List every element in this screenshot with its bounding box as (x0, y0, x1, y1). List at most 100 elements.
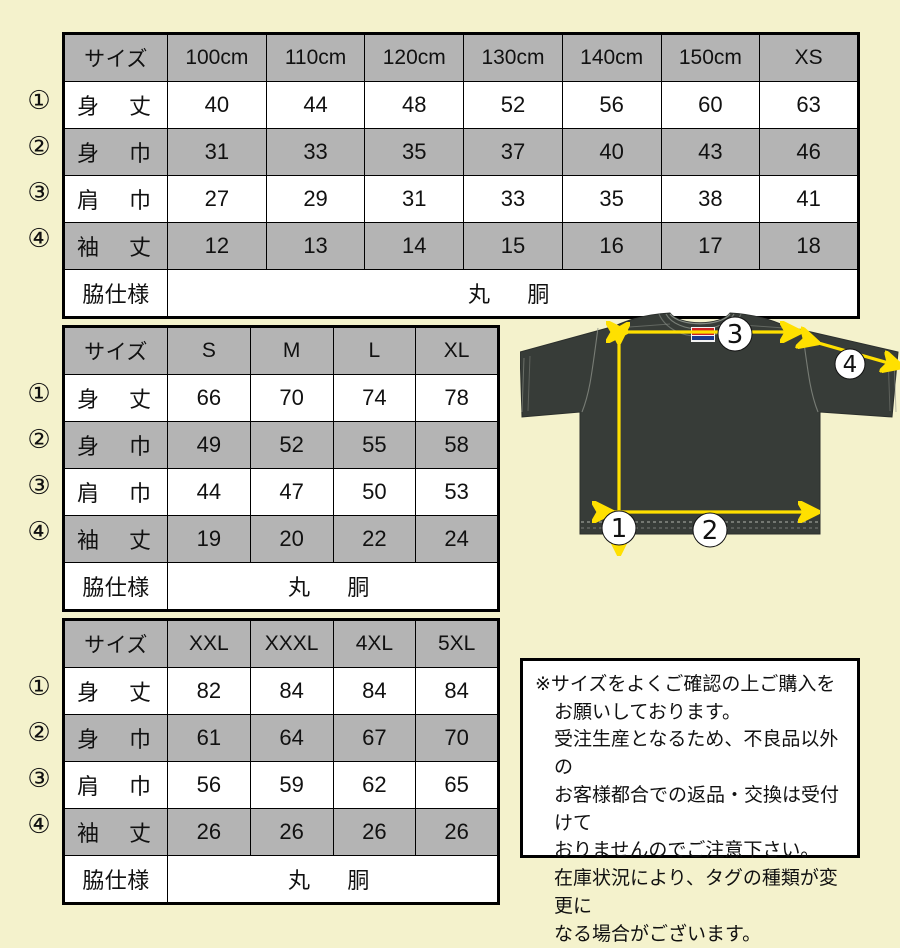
header-size: サイズ (63, 326, 168, 375)
cell-body-length-1: 70 (249, 374, 334, 422)
callout-3: 3 (717, 316, 753, 352)
cell-sleeve-length-2: 14 (364, 222, 465, 270)
table-row-body-width: 身 巾 31 33 35 37 40 43 46 (63, 128, 859, 176)
row-label-sleeve-length: 袖 丈 (63, 222, 168, 270)
legend-number-1: ① (27, 672, 51, 702)
cell-shoulder-width-0: 56 (167, 761, 251, 809)
brand-label-icon (691, 327, 715, 342)
legend-number-3: ③ (27, 178, 51, 208)
cell-shoulder-width-6: 41 (759, 175, 859, 223)
header-col-2: 120cm (364, 33, 465, 82)
cell-shoulder-width-1: 47 (249, 468, 334, 516)
table-row-body-length: 身 丈 82 84 84 84 (63, 667, 499, 715)
table-row-body-width: 身 巾 61 64 67 70 (63, 714, 499, 762)
cell-sleeve-length-6: 18 (759, 222, 859, 270)
svg-text:2: 2 (702, 516, 719, 546)
table-row-header: サイズ 100cm 110cm 120cm 130cm 140cm 150cm … (63, 33, 859, 82)
table-row-body-length: 身 丈 66 70 74 78 (63, 374, 499, 422)
cell-shoulder-width-2: 50 (332, 468, 417, 516)
callout-4: 4 (834, 348, 866, 380)
header-size: サイズ (63, 619, 168, 668)
table-row-sleeve-length: 袖 丈 19 20 22 24 (63, 515, 499, 563)
row-label-shoulder-width: 肩 巾 (63, 468, 168, 516)
cell-shoulder-width-2: 62 (332, 761, 417, 809)
row-label-sleeve-length: 袖 丈 (63, 808, 168, 856)
cell-sleeve-length-5: 17 (660, 222, 761, 270)
notice-line-3: お客様都合での返品・交換は受付けて (554, 784, 840, 834)
cell-body-length-6: 63 (759, 81, 859, 129)
cell-body-length-3: 84 (415, 667, 499, 715)
table-row-shoulder-width: 肩 巾 27 29 31 33 35 38 41 (63, 175, 859, 223)
cell-body-length-1: 84 (249, 667, 334, 715)
cell-body-width-3: 70 (415, 714, 499, 762)
table-row-shoulder-width: 肩 巾 56 59 62 65 (63, 761, 499, 809)
cell-body-width-0: 49 (167, 421, 251, 469)
notice-line-0: ※サイズをよくご確認の上ご購入を (535, 674, 836, 695)
cell-shoulder-width-4: 35 (561, 175, 662, 223)
notice-line-2: 受注生産となるため、不良品以外の (554, 729, 839, 779)
row-label-body-length: 身 丈 (63, 667, 168, 715)
cell-shoulder-width-3: 33 (463, 175, 563, 223)
cell-body-width-1: 33 (265, 128, 366, 176)
cell-body-width-1: 52 (249, 421, 334, 469)
cell-body-length-5: 60 (660, 81, 761, 129)
table-row-body-length: 身 丈 40 44 48 52 56 60 63 (63, 81, 859, 129)
header-col-0: 100cm (167, 33, 267, 82)
cell-body-width-0: 31 (167, 128, 267, 176)
cell-body-width-5: 43 (660, 128, 761, 176)
cell-body-length-2: 84 (332, 667, 417, 715)
cell-sleeve-length-1: 26 (249, 808, 334, 856)
legend-number-1: ① (27, 379, 51, 409)
header-col-3: XL (415, 326, 499, 375)
legend-number-3: ③ (27, 764, 51, 794)
row-label-shoulder-width: 肩 巾 (63, 761, 168, 809)
cell-shoulder-width-3: 65 (415, 761, 499, 809)
header-col-3: 5XL (415, 619, 499, 668)
table-row-body-width: 身 巾 49 52 55 58 (63, 421, 499, 469)
table-row-side-spec: 脇仕様 丸 胴 (63, 269, 859, 318)
cell-sleeve-length-0: 26 (167, 808, 251, 856)
row-label-side-spec: 脇仕様 (63, 269, 168, 318)
svg-text:1: 1 (611, 514, 628, 544)
legend-number-2: ② (27, 425, 51, 455)
cell-body-width-3: 58 (415, 421, 499, 469)
cell-body-length-4: 56 (561, 81, 662, 129)
cell-body-width-1: 64 (249, 714, 334, 762)
legend-numbers-table-kids: ① ② ③ ④ (16, 78, 62, 262)
cell-sleeve-length-2: 22 (332, 515, 417, 563)
row-label-sleeve-length: 袖 丈 (63, 515, 168, 563)
cell-body-length-0: 66 (167, 374, 251, 422)
row-label-side-spec: 脇仕様 (63, 562, 168, 611)
legend-number-2: ② (27, 132, 51, 162)
cell-body-width-0: 61 (167, 714, 251, 762)
cell-sleeve-length-3: 24 (415, 515, 499, 563)
callout-2: 2 (692, 512, 728, 548)
header-col-1: XXXL (249, 619, 334, 668)
header-col-3: 130cm (463, 33, 563, 82)
cell-shoulder-width-1: 59 (249, 761, 334, 809)
cell-body-width-4: 40 (561, 128, 662, 176)
header-col-1: 110cm (265, 33, 366, 82)
row-label-body-width: 身 巾 (63, 128, 168, 176)
purchase-notice-box: ※サイズをよくご確認の上ご購入を お願いしております。 受注生産となるため、不良… (520, 658, 860, 945)
legend-numbers-table-bigsize: ① ② ③ ④ (16, 664, 62, 848)
cell-body-width-2: 67 (332, 714, 417, 762)
cell-body-length-0: 40 (167, 81, 267, 129)
table-row-header: サイズ S M L XL (63, 326, 499, 375)
notice-line-6: なる場合がございます。 (554, 923, 762, 945)
legend-number-3: ③ (27, 471, 51, 501)
cell-body-width-3: 37 (463, 128, 563, 176)
svg-text:3: 3 (727, 320, 744, 350)
cell-sleeve-length-0: 19 (167, 515, 251, 563)
table-row-side-spec: 脇仕様 丸 胴 (63, 855, 499, 904)
cell-sleeve-length-2: 26 (332, 808, 417, 856)
table-row-side-spec: 脇仕様 丸 胴 (63, 562, 499, 611)
header-col-4: 140cm (561, 33, 662, 82)
svg-text:4: 4 (843, 352, 858, 378)
cell-shoulder-width-5: 38 (660, 175, 761, 223)
cell-body-length-1: 44 (265, 81, 366, 129)
table-row-sleeve-length: 袖 丈 26 26 26 26 (63, 808, 499, 856)
cell-sleeve-length-1: 13 (265, 222, 366, 270)
legend-numbers-table-adult: ① ② ③ ④ (16, 371, 62, 555)
notice-line-4: おりませんのでご注意下さい。 (554, 840, 820, 862)
